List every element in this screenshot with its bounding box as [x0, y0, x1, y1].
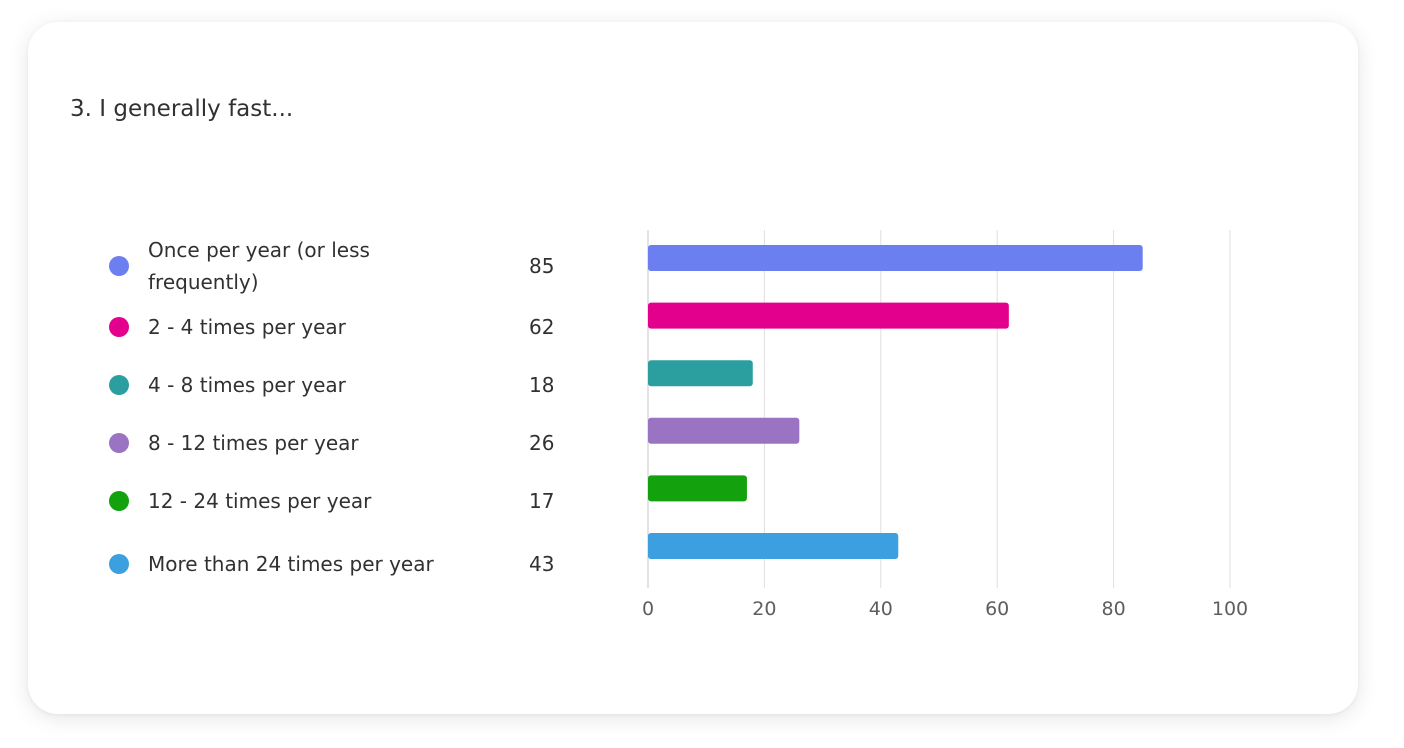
x-tick-label: 0: [642, 598, 654, 620]
bar-5: [648, 533, 899, 559]
x-tick-label: 20: [752, 598, 776, 620]
legend-label: 4 - 8 times per year: [148, 373, 346, 397]
legend-value: 85: [529, 254, 555, 278]
chart-bars: [648, 245, 1143, 559]
legend-value: 62: [529, 315, 555, 339]
legend-swatch-icon: [109, 375, 129, 395]
legend-label: Once per year (or less frequently): [148, 238, 370, 294]
x-tick-label: 40: [869, 598, 893, 620]
bar-chart: 0 20 40 60 80 100: [642, 230, 1248, 620]
legend-value: 17: [529, 489, 555, 513]
x-tick-label: 60: [985, 598, 1009, 620]
legend-value: 18: [529, 373, 555, 397]
bar-2: [648, 360, 753, 387]
x-tick-label: 80: [1102, 598, 1126, 620]
legend-label: More than 24 times per year: [148, 552, 434, 576]
legend-swatch-icon: [109, 317, 129, 337]
x-axis-ticks: 0 20 40 60 80 100: [642, 598, 1248, 620]
legend-swatch-icon: [109, 491, 129, 511]
bar-3: [648, 417, 800, 444]
legend-value: 26: [529, 431, 555, 455]
bar-1: [648, 302, 1009, 329]
legend-value: 43: [529, 552, 555, 576]
legend-swatch-icon: [109, 433, 129, 453]
legend-label: 12 - 24 times per year: [148, 489, 372, 513]
question-card: 3. I generally fast... Once per year (or…: [28, 22, 1358, 714]
legend-label: 2 - 4 times per year: [148, 315, 346, 339]
question-title: 3. I generally fast...: [70, 96, 294, 122]
bar-0: [648, 245, 1143, 271]
legend-swatch-icon: [109, 554, 129, 574]
legend-label: 8 - 12 times per year: [148, 431, 359, 455]
bar-4: [648, 475, 747, 502]
chart-gridlines: [647, 230, 1231, 588]
legend-swatch-icon: [109, 256, 129, 276]
x-tick-label: 100: [1212, 598, 1248, 620]
